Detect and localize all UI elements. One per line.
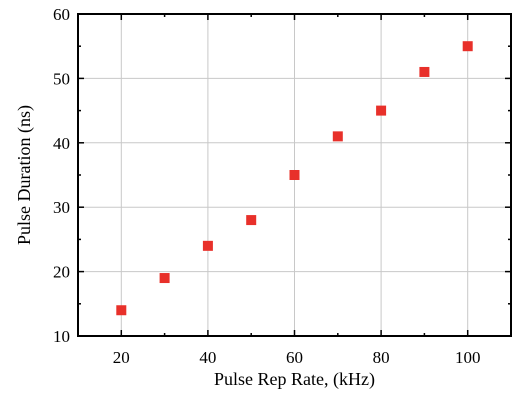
y-tick-label: 40 [53,134,70,153]
x-axis-title: Pulse Rep Rate, (kHz) [214,369,375,390]
x-tick-label: 60 [286,348,303,367]
data-point [332,131,343,142]
axis-ticks [77,13,512,337]
data-point [116,305,127,316]
data-point [289,170,300,180]
y-tick-label: 20 [53,263,70,282]
x-tick-label: 100 [455,348,481,367]
grid [78,14,511,336]
y-tick-label: 30 [53,198,70,217]
x-tick-label: 80 [373,348,390,367]
data-point [376,105,387,116]
x-tick-label: 20 [113,348,130,367]
y-tick-label: 50 [53,69,70,88]
y-axis-title: Pulse Duration (ns) [14,105,35,245]
data-point [159,273,170,284]
data-point [419,66,430,77]
y-tick-label: 10 [53,327,70,346]
data-points [116,41,473,316]
data-point [246,215,257,226]
data-point [202,240,213,251]
x-tick-labels: 20 40 60 80 100 [113,348,481,367]
data-point [462,41,473,52]
y-tick-labels: 10 20 30 40 50 60 [53,5,70,346]
x-tick-label: 40 [199,348,216,367]
y-tick-label: 60 [53,5,70,24]
